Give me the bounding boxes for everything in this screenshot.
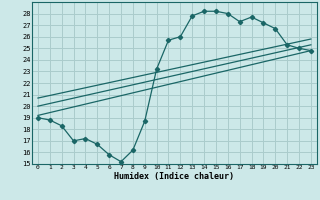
X-axis label: Humidex (Indice chaleur): Humidex (Indice chaleur) <box>115 172 234 181</box>
